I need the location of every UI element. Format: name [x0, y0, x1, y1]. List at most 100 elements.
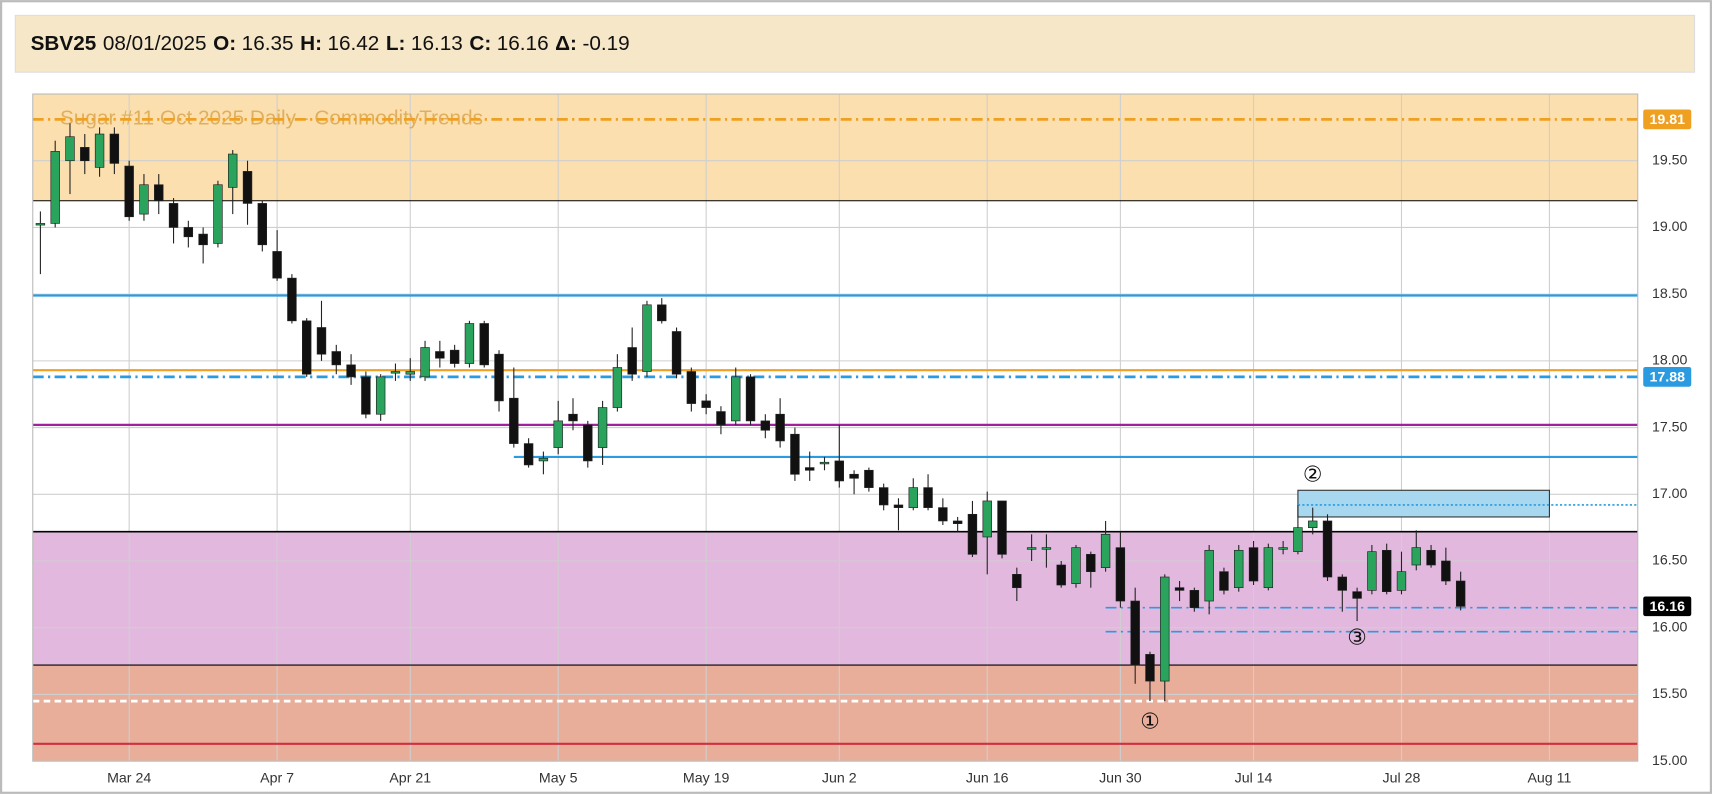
candle-body	[124, 165, 134, 218]
y-tick-label: 18.00	[1652, 353, 1688, 369]
candle-body	[1322, 520, 1333, 578]
candle-body	[257, 203, 268, 246]
candle-body	[302, 320, 312, 375]
y-tick-label: 15.50	[1652, 686, 1688, 702]
candle-body	[908, 487, 918, 508]
last-price-tag	[1643, 596, 1692, 617]
x-tick-label: Mar 24	[107, 770, 151, 786]
candle-body	[982, 500, 992, 538]
candle-body	[760, 420, 771, 431]
candle-body	[967, 513, 978, 555]
candle-body	[213, 184, 223, 244]
field-label: O:	[213, 32, 236, 55]
date: 08/01/2025	[103, 32, 207, 55]
candle-body	[139, 184, 149, 215]
candle-body	[790, 433, 800, 475]
candle-body	[183, 227, 194, 238]
candle-body	[805, 467, 815, 471]
candle-body	[1352, 591, 1362, 599]
y-tick-label: 19.50	[1652, 152, 1688, 168]
field-label: L:	[386, 32, 406, 55]
field-label: Δ:	[555, 32, 577, 55]
x-tick-label: May 5	[539, 770, 578, 786]
field-value: -0.19	[582, 32, 629, 55]
candle-body	[1455, 580, 1466, 607]
field-label: H:	[300, 32, 322, 55]
price-tag	[1643, 367, 1692, 387]
annotation: ①	[1140, 709, 1160, 734]
field-label: C:	[469, 32, 491, 55]
candle-body	[1234, 549, 1244, 589]
header-box	[14, 14, 1696, 73]
candle-body	[775, 413, 785, 442]
x-tick-label: Jul 14	[1235, 770, 1273, 786]
chart-title: Sugar #11 Oct 2025 Daily - CommodityTren…	[60, 107, 483, 130]
candle-body	[1219, 571, 1229, 591]
header: SBV25 08/01/2025 O: 16.35 H: 16.42 L: 16.13 C: 16…	[31, 32, 630, 55]
candle-body	[834, 460, 844, 482]
field-value: 16.13	[411, 32, 463, 55]
candle-body	[287, 277, 297, 322]
candle-body	[819, 461, 830, 465]
candle-body	[509, 397, 519, 444]
candle-body	[1145, 654, 1155, 682]
candle-body	[494, 353, 504, 402]
zone	[32, 665, 1638, 762]
candle-body	[538, 457, 549, 462]
candle-body	[1115, 547, 1126, 602]
candle-body	[523, 443, 534, 466]
candle-body	[893, 504, 904, 508]
plot: Sugar #11 Oct 2025 Daily - CommodityTren…	[32, 94, 1638, 762]
price-tag-label: 19.81	[1649, 112, 1685, 128]
candle-body	[1337, 576, 1347, 591]
y-tick-label: 17.50	[1652, 419, 1688, 435]
candle-body	[1071, 547, 1081, 585]
y-tick-label: 16.00	[1652, 619, 1688, 635]
candle-body	[1308, 520, 1318, 528]
candle-body	[65, 136, 75, 162]
x-tick-label: Jul 28	[1383, 770, 1421, 786]
candle-body	[346, 364, 356, 378]
candle-body	[228, 153, 238, 188]
plot-border	[32, 93, 1639, 762]
candle-body	[1100, 533, 1111, 568]
candle-body	[878, 487, 889, 506]
last-price-label: 16.16	[1649, 599, 1685, 615]
field-value: 16.16	[497, 32, 549, 55]
candle-body	[938, 507, 948, 522]
candle-body	[390, 371, 401, 374]
zone	[32, 531, 1638, 666]
field-value: 16.35	[242, 32, 294, 55]
candle-body	[420, 347, 430, 378]
zone-box	[1297, 489, 1550, 518]
candle-body	[1248, 547, 1259, 582]
candle-body	[50, 151, 60, 224]
candle-body	[1086, 553, 1096, 572]
candle-body	[479, 323, 489, 366]
candle-body	[1130, 600, 1140, 666]
y-tick-label: 16.50	[1652, 553, 1688, 569]
candle-body	[1026, 547, 1037, 550]
candle-body	[671, 331, 682, 375]
candle-body	[997, 500, 1007, 555]
candle-body	[94, 133, 105, 168]
price-tag-label: 17.88	[1649, 370, 1685, 386]
candle-body	[731, 376, 741, 422]
candle-body	[1263, 547, 1274, 589]
candle-body	[1174, 587, 1185, 591]
x-tick-label: Apr 7	[260, 770, 294, 786]
candle-body	[952, 520, 963, 524]
candle-body	[864, 469, 874, 488]
candle-body	[1041, 547, 1052, 550]
symbol: SBV25	[31, 32, 97, 55]
candle-body	[1012, 574, 1022, 589]
candle-body	[612, 367, 623, 408]
x-tick-label: Jun 16	[966, 770, 1009, 786]
candle-body	[272, 251, 282, 279]
zone	[32, 94, 1638, 201]
candle-body	[642, 304, 652, 372]
candle-body	[568, 413, 578, 422]
candle-body	[923, 487, 933, 508]
candle-body	[154, 184, 164, 202]
